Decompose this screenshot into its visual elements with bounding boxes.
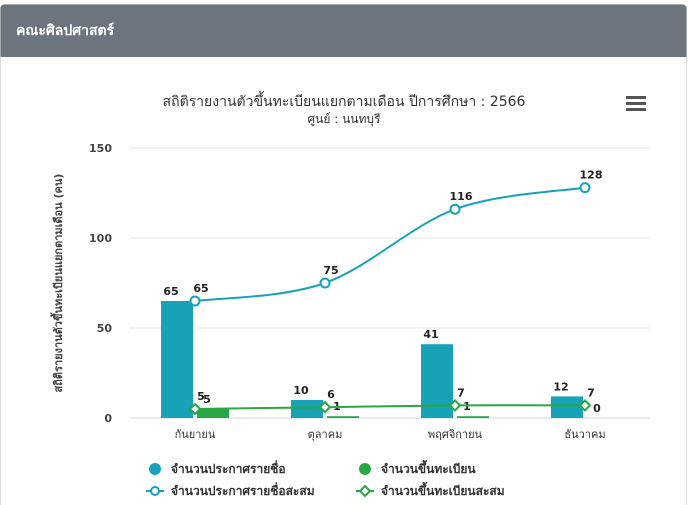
menu-button[interactable] (626, 96, 646, 111)
legend-symbol (359, 463, 371, 475)
legend-symbol (358, 484, 372, 498)
chart-subtitle: ศูนย์ : นนทบุรี (308, 112, 381, 127)
line-point (189, 295, 201, 307)
data-label: 75 (323, 264, 338, 277)
line-point (449, 203, 461, 215)
data-label: 12 (553, 380, 568, 393)
line-point (579, 182, 591, 194)
bar (421, 344, 453, 418)
data-label: 6 (327, 388, 335, 401)
chart-title: สถิติรายงานตัวขึ้นทะเบียนแยกตามเดือน ปีก… (163, 91, 526, 110)
legend-label: จำนวนประกาศรายชื่อสะสม (171, 482, 315, 498)
data-label: 5 (197, 390, 205, 403)
data-label: 0 (593, 402, 601, 415)
data-label: 1 (463, 400, 471, 413)
data-label: 41 (423, 328, 438, 341)
data-label: 7 (457, 386, 465, 399)
data-label: 65 (163, 285, 178, 298)
y-tick-label: 0 (104, 412, 112, 425)
x-tick-label: พฤศจิกายน (428, 428, 483, 441)
x-tick-label: กันยายน (175, 428, 216, 441)
data-label: 128 (580, 169, 603, 182)
legend-label: จำนวนขึ้นทะเบียน (381, 459, 476, 476)
y-axis-label: สถิติรายงานตัวขึ้นทะเบียนแยกตามเดือน (คน… (50, 174, 65, 393)
data-label: 65 (193, 282, 208, 295)
y-tick-label: 100 (89, 232, 112, 245)
header-title: คณะศิลปศาสตร์ (16, 22, 115, 39)
x-tick-label: ธันวาคม (564, 428, 605, 441)
line-point (318, 400, 332, 414)
line-point (319, 277, 331, 289)
bar (161, 301, 193, 418)
bar (327, 416, 359, 418)
legend-label: จำนวนประกาศรายชื่อ (171, 460, 286, 476)
legend-symbol (150, 486, 160, 496)
line-point (188, 402, 202, 416)
y-tick-label: 50 (97, 322, 113, 335)
card-header (0, 4, 687, 57)
bar (197, 409, 229, 418)
data-label: 116 (450, 190, 473, 203)
line (194, 186, 586, 302)
line (194, 404, 586, 410)
line-point (448, 398, 462, 412)
data-label: 10 (293, 384, 309, 397)
legend-label: จำนวนขึ้นทะเบียนสะสม (381, 481, 505, 498)
bar (457, 416, 489, 418)
line-point (578, 398, 592, 412)
data-label: 5 (203, 393, 211, 406)
y-tick-label: 150 (89, 142, 112, 155)
bar (551, 396, 583, 418)
legend-symbol (149, 463, 161, 475)
data-label: 7 (587, 386, 595, 399)
x-tick-label: ตุลาคม (308, 428, 343, 441)
bar (291, 400, 323, 418)
